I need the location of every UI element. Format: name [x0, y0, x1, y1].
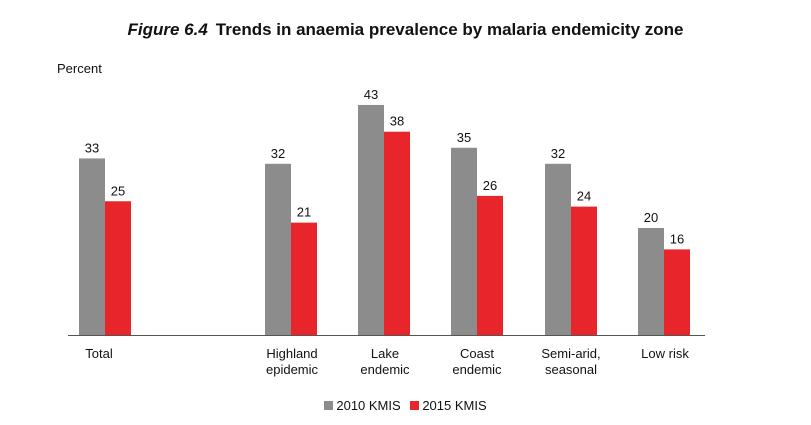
x-tick-label-3-1: endemic [452, 362, 502, 377]
bar-2010-0 [79, 158, 105, 335]
bar-2015-2 [384, 131, 410, 335]
y-axis-label: Percent [57, 61, 102, 76]
figure-number: Figure 6.4 [127, 20, 208, 39]
bar-2015-5 [664, 249, 690, 335]
chart-title: Figure 6.4 Trends in anaemia prevalence b… [0, 20, 811, 40]
x-tick-label-1-0: Highland [266, 346, 317, 361]
legend-swatch-2015 [410, 401, 420, 410]
x-tick-label-3-0: Coast [460, 346, 494, 361]
figure-title-text: Trends in anaemia prevalence by malaria … [215, 20, 684, 39]
legend-item-2010: 2010 KMIS [324, 398, 401, 413]
bar-2010-3 [451, 147, 477, 335]
legend: 2010 KMIS 2015 KMIS [0, 398, 811, 413]
bar-2010-5 [638, 228, 664, 335]
x-tick-label-5-0: Low risk [641, 346, 689, 361]
bar-2015-4 [571, 206, 597, 335]
bar-2015-3 [477, 195, 503, 335]
data-label-2015-1: 21 [297, 205, 311, 220]
data-label-2015-3: 26 [483, 178, 497, 193]
bar-2015-1 [291, 222, 317, 335]
bar-2010-4 [545, 163, 571, 335]
data-label-2010-0: 33 [85, 140, 99, 155]
bar-2010-2 [358, 104, 384, 335]
x-tick-label-2-0: Lake [371, 346, 399, 361]
x-tick-label-4-1: seasonal [545, 362, 597, 377]
data-label-2015-0: 25 [111, 183, 125, 198]
bar-2010-1 [265, 163, 291, 335]
data-label-2010-1: 32 [271, 146, 285, 161]
bar-2015-0 [105, 201, 131, 335]
legend-label-2010: 2010 KMIS [336, 398, 401, 413]
data-label-2010-4: 32 [551, 146, 565, 161]
data-label-2015-2: 38 [390, 114, 404, 129]
x-tick-label-0-0: Total [85, 346, 113, 361]
legend-swatch-2010 [324, 401, 334, 410]
data-label-2015-4: 24 [577, 189, 591, 204]
x-tick-label-4-0: Semi-arid, [541, 346, 600, 361]
data-label-2010-2: 43 [364, 87, 378, 102]
data-label-2015-5: 16 [670, 231, 684, 246]
data-label-2010-5: 20 [644, 210, 658, 225]
x-tick-label-1-1: epidemic [266, 362, 319, 377]
data-label-2010-3: 35 [457, 130, 471, 145]
legend-item-2015: 2015 KMIS [410, 398, 487, 413]
x-tick-label-2-1: endemic [360, 362, 410, 377]
legend-label-2015: 2015 KMIS [422, 398, 487, 413]
